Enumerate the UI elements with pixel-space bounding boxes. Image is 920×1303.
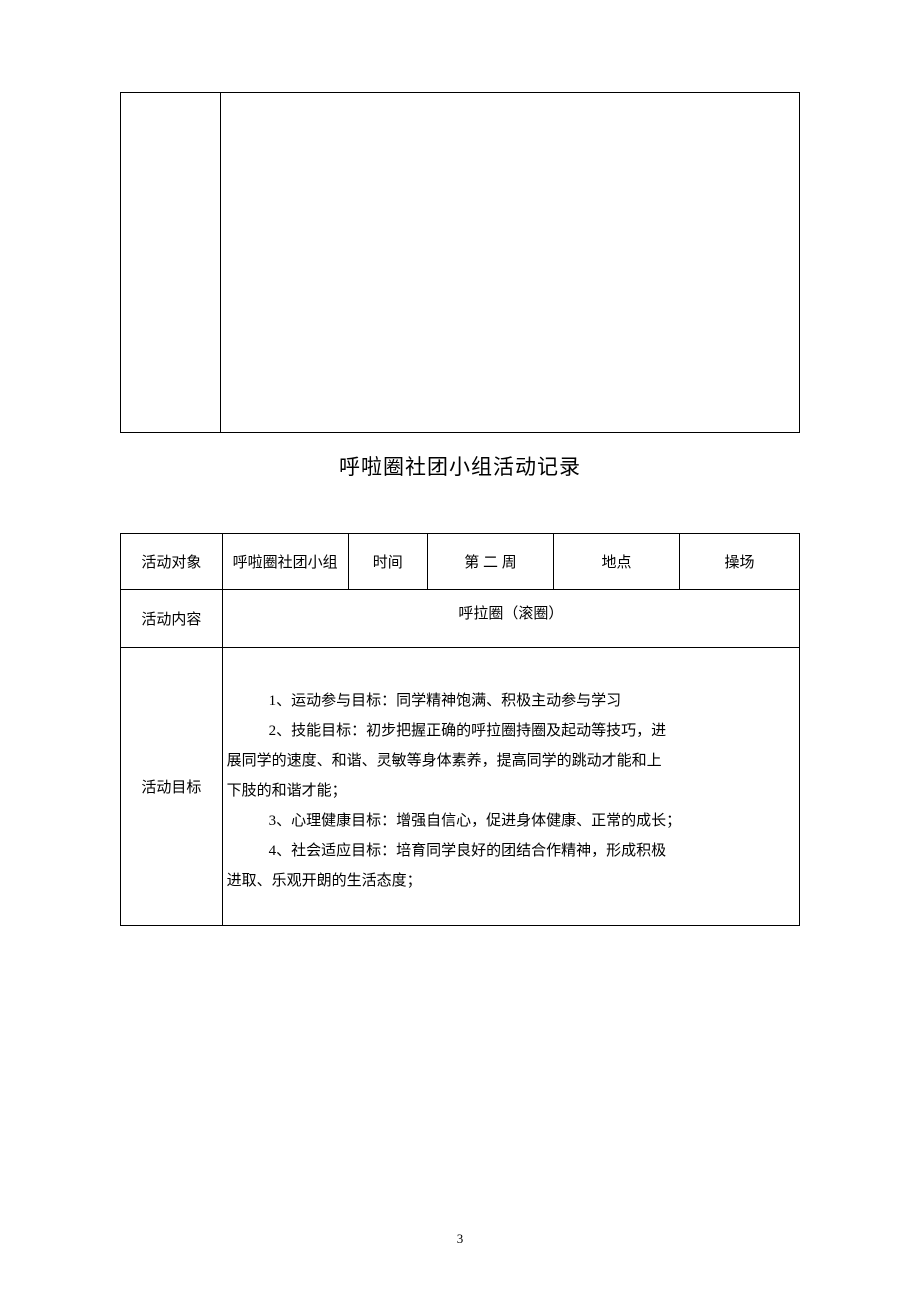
activity-table: 活动对象 呼啦圈社团小组 时间 第 二 周 地点 操场 活动内容 呼拉圈（滚圈）…: [120, 533, 800, 926]
cell-goal: 1、运动参与目标：同学精神饱满、积极主动参与学习 2、技能目标：初步把握正确的呼…: [222, 648, 799, 926]
table-row-goal: 活动目标 1、运动参与目标：同学精神饱满、积极主动参与学习 2、技能目标：初步把…: [121, 648, 800, 926]
empty-cell-right: [221, 93, 800, 433]
goal-line-2a: 2、技能目标：初步把握正确的呼拉圈持圈及起动等技巧，进: [227, 716, 781, 746]
goal-line-4a: 4、社会适应目标：培育同学良好的团结合作精神，形成积极: [227, 836, 781, 866]
cell-group: 呼啦圈社团小组: [222, 534, 348, 590]
empty-table: [120, 92, 800, 433]
table-row-info: 活动对象 呼啦圈社团小组 时间 第 二 周 地点 操场: [121, 534, 800, 590]
goal-line-3: 3、心理健康目标：增强自信心，促进身体健康、正常的成长；: [227, 806, 781, 836]
goal-line-2b: 展同学的速度、和谐、灵敏等身体素养，提高同学的跳动才能和上: [227, 746, 781, 776]
label-time: 时间: [348, 534, 427, 590]
goal-content: 1、运动参与目标：同学精神饱满、积极主动参与学习 2、技能目标：初步把握正确的呼…: [223, 660, 799, 914]
goal-line-2c: 下肢的和谐才能；: [227, 776, 781, 806]
page-title: 呼啦圈社团小组活动记录: [120, 451, 800, 481]
label-activity-goal: 活动目标: [121, 648, 223, 926]
label-place: 地点: [553, 534, 679, 590]
label-activity-content: 活动内容: [121, 590, 223, 648]
page-number: 3: [0, 1231, 920, 1247]
empty-cell-left: [121, 93, 221, 433]
goal-line-1: 1、运动参与目标：同学精神饱满、积极主动参与学习: [227, 686, 781, 716]
goal-line-4b: 进取、乐观开朗的生活态度；: [227, 866, 781, 896]
page-container: 呼啦圈社团小组活动记录 活动对象 呼啦圈社团小组 时间 第 二 周 地点 操场 …: [0, 0, 920, 926]
label-activity-target: 活动对象: [121, 534, 223, 590]
cell-week: 第 二 周: [427, 534, 553, 590]
cell-place: 操场: [680, 534, 800, 590]
table-row-content: 活动内容 呼拉圈（滚圈）: [121, 590, 800, 648]
cell-content: 呼拉圈（滚圈）: [222, 590, 799, 648]
